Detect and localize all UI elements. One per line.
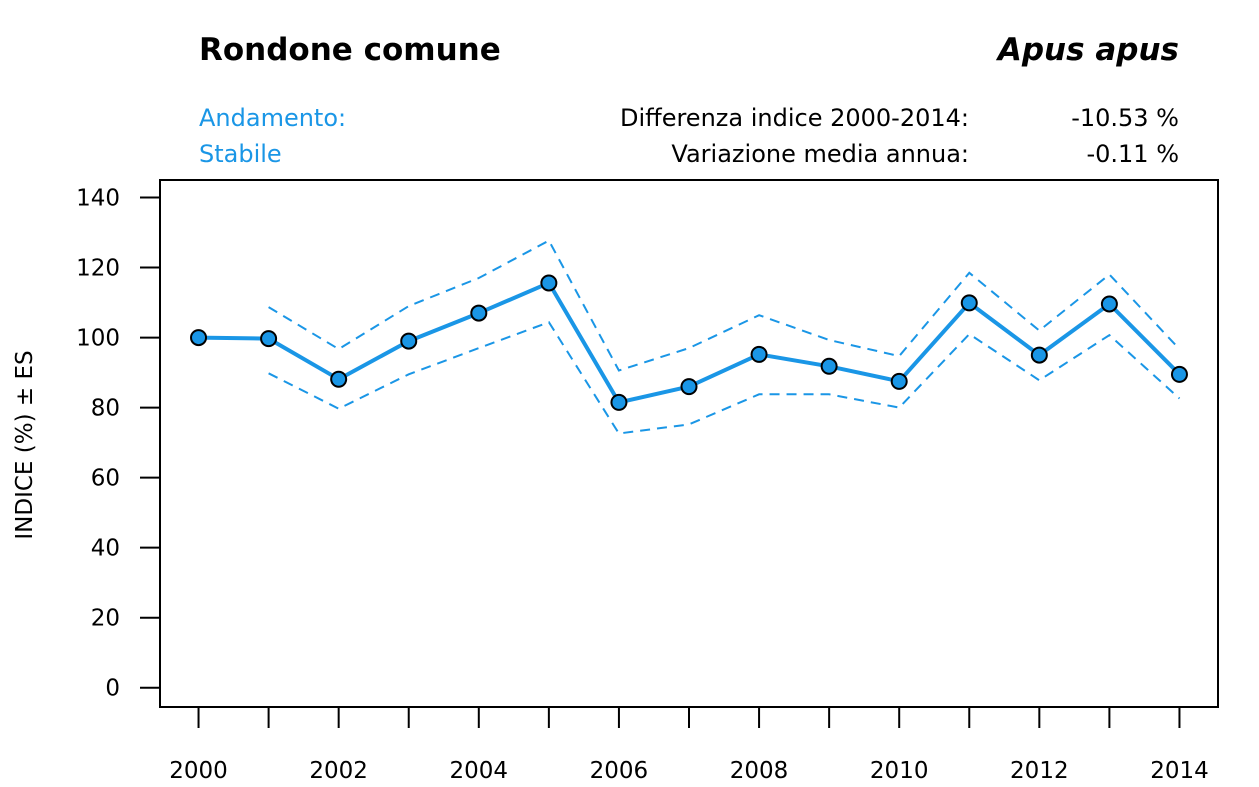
x-tick-label: 2000 bbox=[169, 758, 228, 784]
data-point bbox=[470, 304, 488, 322]
x-tick-label: 2006 bbox=[590, 758, 649, 784]
annual-variation-label: Variazione media annua: bbox=[671, 140, 969, 168]
y-tick-label: 80 bbox=[91, 396, 120, 422]
upper-error-line bbox=[268, 239, 1181, 372]
species-scientific-name: Apus apus bbox=[997, 32, 1179, 68]
y-tick-label: 120 bbox=[76, 256, 120, 282]
x-tick-label: 2002 bbox=[309, 758, 368, 784]
data-point bbox=[1100, 295, 1118, 313]
y-tick-label: 20 bbox=[91, 606, 120, 632]
trend-value: Stabile bbox=[199, 140, 282, 168]
data-point bbox=[890, 372, 908, 390]
data-point bbox=[330, 370, 348, 388]
y-tick-label: 100 bbox=[76, 326, 120, 352]
data-point bbox=[820, 357, 838, 375]
x-tick-label: 2014 bbox=[1150, 758, 1209, 784]
y-tick-label: 140 bbox=[76, 186, 120, 212]
data-point bbox=[400, 332, 418, 350]
data-point bbox=[190, 329, 208, 347]
y-axis-label: INDICE (%) ± ES bbox=[12, 350, 38, 539]
data-point bbox=[960, 294, 978, 312]
species-common-name: Rondone comune bbox=[199, 32, 501, 68]
y-axis: 0 20 40 60 80 100 120 140 bbox=[76, 186, 160, 702]
plot-frame bbox=[159, 179, 1219, 708]
x-axis: 2000 2002 2004 2006 2008 2010 2012 2014 bbox=[169, 707, 1209, 784]
x-tick-label: 2012 bbox=[1010, 758, 1069, 784]
y-tick-label: 40 bbox=[91, 536, 120, 562]
index-difference-value: -10.53 % bbox=[1071, 104, 1179, 132]
data-point bbox=[540, 274, 558, 292]
data-point bbox=[680, 378, 698, 396]
series-layer bbox=[190, 239, 1188, 435]
annual-variation-value: -0.11 % bbox=[1086, 140, 1179, 168]
x-tick-label: 2008 bbox=[730, 758, 789, 784]
data-point bbox=[260, 330, 278, 348]
lower-error-line bbox=[268, 320, 1181, 435]
y-tick-label: 0 bbox=[105, 676, 120, 702]
data-point bbox=[1170, 365, 1188, 383]
x-tick-label: 2010 bbox=[870, 758, 929, 784]
trend-label: Andamento: bbox=[199, 104, 347, 132]
index-difference-label: Differenza indice 2000-2014: bbox=[620, 104, 969, 132]
data-point bbox=[1030, 346, 1048, 364]
data-point bbox=[750, 345, 768, 363]
data-point bbox=[610, 393, 628, 411]
y-tick-label: 60 bbox=[91, 466, 120, 492]
x-tick-label: 2004 bbox=[450, 758, 509, 784]
